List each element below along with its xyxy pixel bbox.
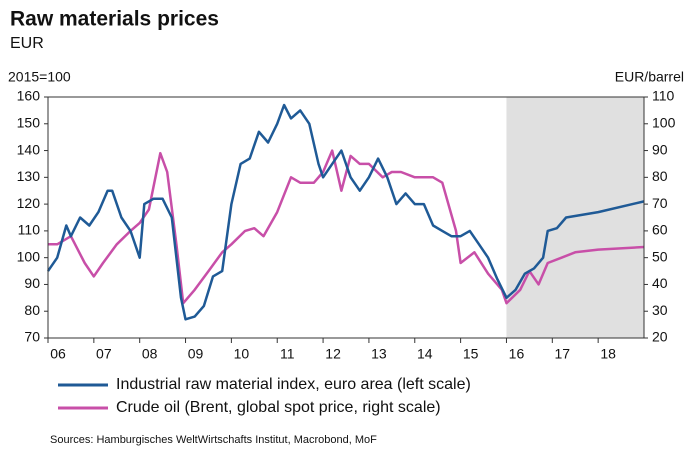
y2-tick-label: 50 xyxy=(652,248,668,264)
x-tick-label: 16 xyxy=(509,346,525,362)
x-tick-label: 15 xyxy=(463,346,479,362)
y-tick-label: 110 xyxy=(18,222,41,238)
y-tick-label: 160 xyxy=(17,88,41,104)
y-tick-label: 140 xyxy=(17,141,41,157)
x-tick-label: 10 xyxy=(234,346,250,362)
x-tick-label: 09 xyxy=(188,346,204,362)
line-series xyxy=(46,103,645,321)
y2-tick-label: 80 xyxy=(652,168,668,184)
y2-axis-label: EUR/barrel xyxy=(615,69,684,85)
source-note: Sources: Hamburgisches WeltWirtschafts I… xyxy=(50,434,377,446)
x-tick-label: 12 xyxy=(325,346,341,362)
y-tick-label: 100 xyxy=(17,248,41,264)
y-tick-label: 70 xyxy=(24,329,40,345)
legend-label: Crude oil (Brent, global spot price, rig… xyxy=(116,399,441,416)
plot-frame xyxy=(47,96,645,339)
x-tick-label: 08 xyxy=(142,346,158,362)
x-tick-label: 14 xyxy=(417,346,433,362)
x-tick-label: 11 xyxy=(280,346,295,362)
y2-tick-label: 20 xyxy=(652,329,668,345)
x-tick-label: 07 xyxy=(96,346,112,362)
y-tick-label: 90 xyxy=(24,275,40,291)
y-tick-label: 120 xyxy=(17,195,41,211)
y-tick-label: 80 xyxy=(24,302,40,318)
x-tick-label: 18 xyxy=(600,346,616,362)
y2-tick-label: 70 xyxy=(652,195,668,211)
x-tick-label: 17 xyxy=(555,346,571,362)
y2-tick-label: 110 xyxy=(652,88,675,104)
y2-tick-label: 90 xyxy=(652,141,668,157)
y-tick-label: 150 xyxy=(17,114,41,130)
y2-tick-label: 100 xyxy=(652,114,676,130)
chart-subtitle: EUR xyxy=(10,35,44,52)
x-tick-label: 13 xyxy=(371,346,387,362)
y-axis-label: 2015=100 xyxy=(8,69,71,85)
chart-title: Raw materials prices xyxy=(10,8,219,31)
legend-label: Industrial raw material index, euro area… xyxy=(116,376,471,393)
y2-tick-label: 60 xyxy=(652,222,668,238)
y-tick-label: 130 xyxy=(17,168,41,184)
x-tick-label: 06 xyxy=(50,346,66,362)
y2-tick-label: 30 xyxy=(652,302,668,318)
y2-tick-label: 40 xyxy=(652,275,668,291)
forecast-shade xyxy=(506,97,644,338)
